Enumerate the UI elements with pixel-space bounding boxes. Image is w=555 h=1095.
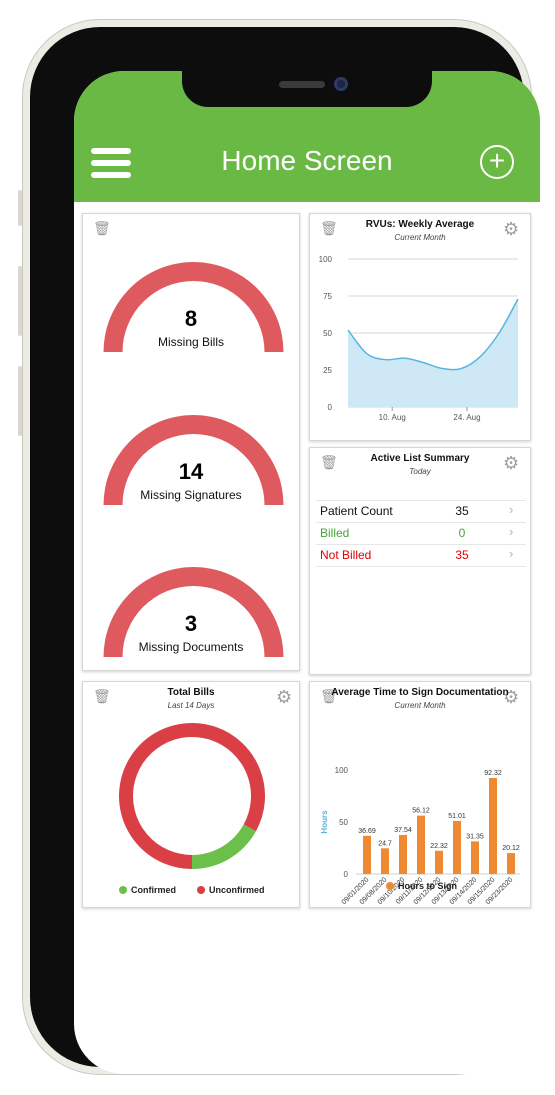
volume-down-button <box>18 366 22 436</box>
row-value: 35 <box>455 548 469 562</box>
y-tick-label: 100 <box>335 766 349 775</box>
mute-switch <box>18 190 22 226</box>
missing-bills-label: Missing Bills <box>157 335 224 349</box>
gauge-arcs <box>103 262 284 657</box>
bar <box>381 848 389 874</box>
rvu-area <box>348 298 518 407</box>
screen: Home Screen + 🗑 8 Missing Bills 14 Missi… <box>74 71 540 1074</box>
gauge-arc-missing-bills <box>103 262 284 352</box>
gauge-arc-missing-signatures <box>103 415 284 505</box>
y-axis-title: Hours <box>320 810 329 834</box>
active-list-subtitle: Today <box>409 467 431 476</box>
chevron-right-icon: › <box>509 502 514 517</box>
donut-slice-confirmed <box>191 824 256 869</box>
total-bills-title: Total Bills <box>167 687 215 698</box>
patient-count-row[interactable]: Patient Count 35 › <box>316 500 526 523</box>
bar <box>507 853 515 874</box>
data-label: 20.12 <box>502 845 520 852</box>
camera <box>334 77 348 91</box>
trash-icon[interactable]: 🗑 <box>320 688 338 704</box>
gear-icon[interactable]: ⚙ <box>503 453 520 473</box>
trash-icon[interactable]: 🗑 <box>320 220 338 236</box>
data-label: 56.12 <box>412 808 430 815</box>
row-label: Billed <box>320 526 350 540</box>
gear-icon[interactable]: ⚙ <box>503 687 520 707</box>
billed-row[interactable]: Billed 0 › <box>316 522 526 545</box>
legend-dot <box>119 886 127 894</box>
donut-slice-unconfirmed <box>119 723 265 869</box>
row-label: Not Billed <box>320 548 372 562</box>
volume-up-button <box>18 266 22 336</box>
legend-unconfirmed: Unconfirmed <box>197 885 265 895</box>
trash-icon[interactable]: 🗑 <box>320 454 338 470</box>
add-icon[interactable]: + <box>480 145 514 179</box>
avg-time-title: Average Time to Sign Documentation <box>331 687 509 698</box>
gear-icon[interactable]: ⚙ <box>503 219 520 239</box>
avg-time-subtitle: Current Month <box>394 701 446 710</box>
bar <box>417 815 425 874</box>
legend-confirmed: Confirmed <box>119 885 176 895</box>
trash-icon[interactable]: 🗑 <box>93 220 111 236</box>
hamburger-menu-icon[interactable] <box>91 148 131 180</box>
legend-hours-to-sign: Hours to Sign <box>386 881 457 891</box>
phone-bezel: Home Screen + 🗑 8 Missing Bills 14 Missi… <box>30 27 540 1074</box>
total-bills-donut <box>119 723 265 869</box>
trash-icon[interactable]: 🗑 <box>93 688 111 704</box>
legend-dot <box>197 886 205 894</box>
gear-icon[interactable]: ⚙ <box>276 687 293 707</box>
active-list-title: Active List Summary <box>370 453 470 464</box>
active-list-summary-card: 🗑 ⚙ Active List Summary Today Patient Co… <box>309 447 531 675</box>
y-tick-label: 25 <box>323 366 332 375</box>
rvu-chart-title: RVUs: Weekly Average <box>365 219 475 230</box>
row-value: 0 <box>458 526 466 540</box>
missing-signatures-label: Missing Signatures <box>140 488 242 502</box>
gauge-arc-missing-documents <box>103 567 284 657</box>
data-label: 24.7 <box>378 840 392 847</box>
x-tick-label: 10. Aug <box>379 413 406 422</box>
rvu-line <box>347 298 519 371</box>
not-billed-row[interactable]: Not Billed 35 › <box>316 544 526 567</box>
missing-signatures-count: 14 <box>178 459 204 484</box>
chevron-right-icon: › <box>509 546 514 561</box>
bar <box>363 835 371 874</box>
rvu-chart-subtitle: Current Month <box>394 233 446 242</box>
y-tick-label: 75 <box>323 292 332 301</box>
speaker <box>279 81 325 88</box>
data-label: 22.32 <box>430 843 448 850</box>
page-title: Home Screen <box>221 145 393 176</box>
missing-documents-label: Missing Documents <box>138 640 244 654</box>
row-value: 35 <box>455 504 469 518</box>
y-tick-label: 0 <box>344 870 349 879</box>
y-tick-label: 0 <box>328 403 333 412</box>
notch <box>182 71 432 107</box>
bar <box>453 820 461 874</box>
data-label: 37.54 <box>394 827 412 834</box>
total-bills-subtitle: Last 14 Days <box>167 701 215 710</box>
y-tick-label: 100 <box>319 255 333 264</box>
y-tick-label: 50 <box>339 818 348 827</box>
total-bills-card: 🗑 ⚙ Total Bills Last 14 Days Confirmed U… <box>82 681 300 908</box>
rvu-chart-card: 🗑 ⚙ RVUs: Weekly Average Current Month 0… <box>309 213 531 441</box>
x-tick-label: 24. Aug <box>453 413 480 422</box>
bar <box>399 834 407 874</box>
data-label: 51.01 <box>448 813 466 820</box>
data-label: 31.35 <box>466 833 484 840</box>
row-label: Patient Count <box>320 504 393 518</box>
data-label: 92.32 <box>484 770 502 777</box>
missing-items-card: 🗑 8 Missing Bills 14 Missing Signatures … <box>82 213 300 671</box>
data-label: 36.69 <box>358 828 376 835</box>
bar <box>489 777 497 874</box>
bar <box>471 841 479 874</box>
rvu-chart: 0 25 50 75 100 10. Aug 24. Aug <box>319 255 519 422</box>
chevron-right-icon: › <box>509 524 514 539</box>
bar <box>435 850 443 874</box>
avg-time-card: 🗑 ⚙ Average Time to Sign Documentation C… <box>309 681 531 908</box>
missing-documents-count: 3 <box>184 611 198 636</box>
missing-bills-count: 8 <box>184 306 198 331</box>
y-tick-label: 50 <box>323 329 332 338</box>
legend-dot <box>386 882 394 890</box>
